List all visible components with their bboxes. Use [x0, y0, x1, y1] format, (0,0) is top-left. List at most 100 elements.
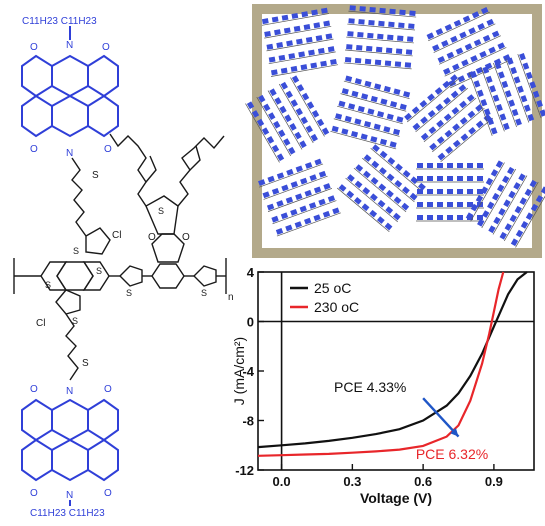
pdi-domain-mark — [376, 216, 385, 224]
pdi-domain-mark — [386, 173, 395, 182]
pdi-domain-mark — [392, 212, 401, 221]
pdi-domain-mark — [268, 56, 276, 63]
chain-line — [266, 38, 334, 52]
top-substituent-label: C11H23 C11H23 — [22, 16, 97, 27]
polymer-backbone: S Cl S S S n S S O O — [13, 133, 234, 381]
pdi-domain-mark — [530, 203, 539, 212]
pdi-domain-mark — [467, 163, 473, 168]
pdi-domain-mark — [398, 22, 405, 29]
pdi-domain-mark — [332, 207, 340, 215]
pdi-domain-mark — [386, 189, 394, 198]
pdi-domain-mark — [384, 222, 393, 231]
pdi-domain-mark — [436, 119, 444, 128]
pdi-domain-mark — [296, 84, 305, 92]
pdi-domain-mark — [360, 133, 368, 140]
pdi-domain-mark — [318, 198, 326, 206]
pdi-domain-mark — [296, 38, 303, 45]
bottom-substituent-label: C11H23 C11H23 — [30, 508, 105, 519]
domain-cluster — [468, 53, 545, 136]
pdi-domain-mark — [351, 90, 359, 98]
pdi-domain-mark — [344, 57, 352, 63]
pdi-domain-mark — [288, 146, 296, 155]
pdi-domain-mark — [437, 202, 443, 207]
pdi-domain-mark — [399, 103, 407, 111]
pdi-domain-mark — [529, 81, 537, 89]
thiophene-s-2: S — [126, 288, 132, 298]
pdi-domain-mark — [370, 95, 378, 103]
pdi-domain-mark — [443, 67, 451, 75]
pdi-domain-mark — [341, 128, 349, 135]
pdi-domain-mark — [354, 118, 362, 125]
chain-line — [343, 80, 410, 100]
pdi-domain-mark — [453, 19, 462, 27]
imide-n-top: N — [66, 40, 73, 51]
pdi-domain-mark — [369, 209, 378, 218]
y-tick-label: 0 — [247, 315, 254, 330]
pdi-domain-mark — [435, 103, 444, 112]
pdi-domain-mark — [285, 90, 293, 99]
pdi-domain-mark — [487, 117, 495, 126]
pdi-domain-mark — [316, 118, 325, 127]
imide-n-bottom: N — [66, 386, 73, 397]
chain-line — [337, 105, 403, 125]
pdi-domain-mark — [420, 132, 429, 141]
pdi-domain-mark — [452, 63, 460, 71]
pdi-domain-mark — [459, 100, 467, 109]
chain-line — [444, 47, 507, 77]
x-tick-label: 0.0 — [273, 474, 291, 489]
pdi-domain-mark — [427, 189, 433, 194]
chain-line — [333, 118, 400, 137]
pdi-domain-mark — [270, 69, 278, 76]
pdi-domain-mark — [311, 110, 320, 118]
pdi-domain-mark — [350, 130, 359, 138]
pdi-domain-mark — [264, 30, 271, 37]
pdi-domain-mark — [281, 184, 289, 192]
pdi-domain-mark — [480, 186, 489, 195]
pdi-domain-mark — [498, 208, 506, 216]
pdi-domain-mark — [427, 109, 436, 118]
pdi-domain-mark — [482, 66, 490, 74]
pdi-domain-mark — [483, 114, 492, 122]
pdi-domain-mark — [457, 176, 463, 181]
pdi-domain-mark — [364, 80, 372, 88]
pdi-domain-mark — [313, 22, 321, 29]
chain-line — [343, 62, 412, 70]
pdi-domain-mark — [527, 113, 535, 122]
pdi-domain-mark — [284, 114, 292, 123]
pdi-domain-mark — [256, 118, 265, 127]
pdi-domain-mark — [386, 113, 394, 120]
pdi-domain-mark — [377, 33, 384, 40]
pdi-domain-mark — [457, 215, 463, 220]
pdi-domain-mark — [370, 177, 379, 185]
carbonyl-o-3: O — [30, 144, 38, 155]
pdi-domain-mark — [435, 28, 444, 36]
pdi-domain-mark — [273, 120, 281, 129]
pdi-domain-mark — [354, 57, 362, 64]
imide-n-bottom-2: N — [66, 490, 73, 501]
pdi-domain-mark — [417, 189, 423, 194]
pdi-domain-mark — [492, 192, 500, 201]
pdi-domain-mark — [447, 163, 453, 168]
chain-line — [245, 103, 280, 163]
pdi-domain-mark — [471, 11, 480, 19]
chain-line — [362, 157, 415, 203]
pdi-domain-mark — [502, 175, 510, 184]
pdi-domain-mark — [359, 6, 366, 12]
legend-label-25: 25 oC — [314, 280, 351, 296]
pdi-domain-mark — [325, 33, 333, 40]
pdi-domain-mark — [261, 18, 269, 25]
pdi-domain-mark — [402, 186, 410, 195]
chain-line — [480, 67, 505, 132]
pdi-domain-mark — [379, 167, 387, 175]
pdi-domain-mark — [314, 158, 322, 166]
chain-line — [407, 77, 460, 123]
pdi-domain-mark — [390, 101, 398, 108]
pdi-domain-mark — [447, 215, 453, 220]
carbonyl-o-core-1: O — [148, 232, 156, 243]
pdi-domain-mark — [383, 126, 391, 133]
pdi-domain-mark — [276, 42, 284, 49]
pdi-domain-mark — [310, 133, 318, 142]
pdi-domain-mark — [347, 31, 354, 37]
chain-line — [440, 117, 493, 163]
pdi-domain-mark — [395, 163, 403, 172]
